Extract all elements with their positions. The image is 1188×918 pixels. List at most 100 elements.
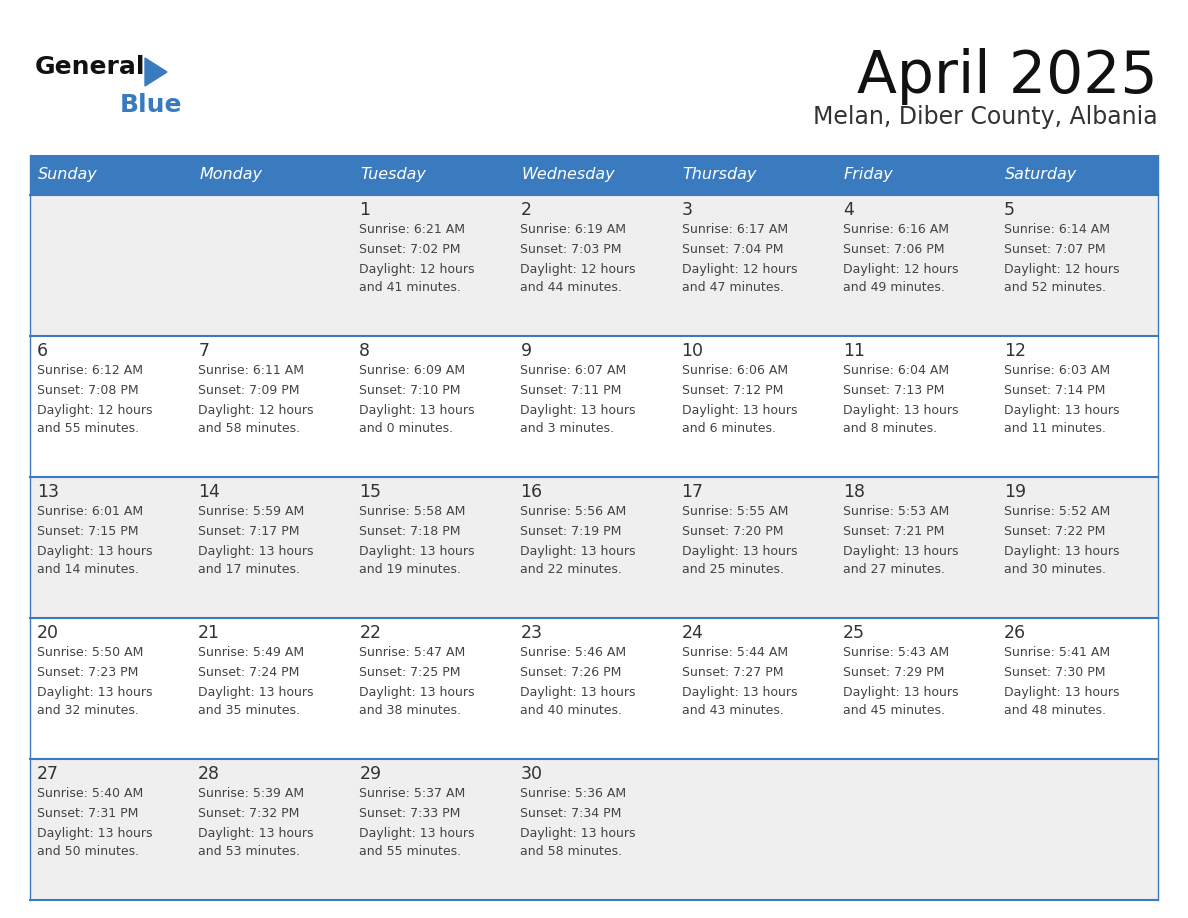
Text: Daylight: 12 hours
and 55 minutes.: Daylight: 12 hours and 55 minutes. bbox=[37, 404, 152, 435]
Text: 9: 9 bbox=[520, 342, 531, 360]
Text: Daylight: 13 hours
and 35 minutes.: Daylight: 13 hours and 35 minutes. bbox=[198, 686, 314, 717]
Text: Sunset: 7:22 PM: Sunset: 7:22 PM bbox=[1004, 525, 1105, 538]
Text: 24: 24 bbox=[682, 624, 703, 642]
Text: Daylight: 13 hours
and 0 minutes.: Daylight: 13 hours and 0 minutes. bbox=[359, 404, 475, 435]
Text: Sunset: 7:04 PM: Sunset: 7:04 PM bbox=[682, 243, 783, 256]
Text: 19: 19 bbox=[1004, 483, 1026, 501]
Text: 2: 2 bbox=[520, 201, 531, 219]
Bar bbox=[30, 477, 1158, 618]
Text: Sunset: 7:11 PM: Sunset: 7:11 PM bbox=[520, 384, 621, 397]
Text: Sunrise: 6:12 AM: Sunrise: 6:12 AM bbox=[37, 364, 143, 377]
Bar bbox=[30, 195, 1158, 336]
Text: 8: 8 bbox=[359, 342, 371, 360]
Text: 21: 21 bbox=[198, 624, 220, 642]
Text: Daylight: 13 hours
and 17 minutes.: Daylight: 13 hours and 17 minutes. bbox=[198, 545, 314, 576]
Text: Daylight: 13 hours
and 48 minutes.: Daylight: 13 hours and 48 minutes. bbox=[1004, 686, 1119, 717]
Text: Daylight: 13 hours
and 30 minutes.: Daylight: 13 hours and 30 minutes. bbox=[1004, 545, 1119, 576]
Text: Sunrise: 6:03 AM: Sunrise: 6:03 AM bbox=[1004, 364, 1110, 377]
Text: Wednesday: Wednesday bbox=[522, 167, 615, 183]
Text: Sunrise: 5:50 AM: Sunrise: 5:50 AM bbox=[37, 646, 144, 659]
Text: Sunrise: 5:52 AM: Sunrise: 5:52 AM bbox=[1004, 505, 1110, 518]
Text: Daylight: 13 hours
and 45 minutes.: Daylight: 13 hours and 45 minutes. bbox=[842, 686, 959, 717]
Text: Blue: Blue bbox=[120, 93, 183, 117]
Text: 26: 26 bbox=[1004, 624, 1026, 642]
Text: 25: 25 bbox=[842, 624, 865, 642]
Text: Daylight: 12 hours
and 47 minutes.: Daylight: 12 hours and 47 minutes. bbox=[682, 263, 797, 294]
Text: Sunset: 7:27 PM: Sunset: 7:27 PM bbox=[682, 666, 783, 679]
Text: Monday: Monday bbox=[200, 167, 263, 183]
Bar bbox=[353, 155, 513, 195]
Text: Daylight: 13 hours
and 3 minutes.: Daylight: 13 hours and 3 minutes. bbox=[520, 404, 636, 435]
Text: Sunset: 7:06 PM: Sunset: 7:06 PM bbox=[842, 243, 944, 256]
Text: Tuesday: Tuesday bbox=[360, 167, 426, 183]
Text: Sunset: 7:13 PM: Sunset: 7:13 PM bbox=[842, 384, 944, 397]
Text: Daylight: 13 hours
and 14 minutes.: Daylight: 13 hours and 14 minutes. bbox=[37, 545, 152, 576]
Text: Saturday: Saturday bbox=[1005, 167, 1078, 183]
Text: Daylight: 13 hours
and 6 minutes.: Daylight: 13 hours and 6 minutes. bbox=[682, 404, 797, 435]
Text: 7: 7 bbox=[198, 342, 209, 360]
Text: Daylight: 13 hours
and 43 minutes.: Daylight: 13 hours and 43 minutes. bbox=[682, 686, 797, 717]
Text: Sunset: 7:33 PM: Sunset: 7:33 PM bbox=[359, 807, 461, 820]
Text: 15: 15 bbox=[359, 483, 381, 501]
Text: Sunset: 7:12 PM: Sunset: 7:12 PM bbox=[682, 384, 783, 397]
Text: Daylight: 13 hours
and 50 minutes.: Daylight: 13 hours and 50 minutes. bbox=[37, 827, 152, 858]
Text: Sunrise: 6:04 AM: Sunrise: 6:04 AM bbox=[842, 364, 949, 377]
Text: 11: 11 bbox=[842, 342, 865, 360]
Text: Daylight: 12 hours
and 52 minutes.: Daylight: 12 hours and 52 minutes. bbox=[1004, 263, 1119, 294]
Bar bbox=[835, 155, 997, 195]
Text: Daylight: 13 hours
and 22 minutes.: Daylight: 13 hours and 22 minutes. bbox=[520, 545, 636, 576]
Text: Sunrise: 5:56 AM: Sunrise: 5:56 AM bbox=[520, 505, 627, 518]
Text: Sunrise: 5:55 AM: Sunrise: 5:55 AM bbox=[682, 505, 788, 518]
Text: 1: 1 bbox=[359, 201, 371, 219]
Text: Daylight: 13 hours
and 40 minutes.: Daylight: 13 hours and 40 minutes. bbox=[520, 686, 636, 717]
Text: Sunset: 7:34 PM: Sunset: 7:34 PM bbox=[520, 807, 621, 820]
Text: Sunset: 7:31 PM: Sunset: 7:31 PM bbox=[37, 807, 138, 820]
Text: 16: 16 bbox=[520, 483, 543, 501]
Text: Sunrise: 6:11 AM: Sunrise: 6:11 AM bbox=[198, 364, 304, 377]
Text: Sunrise: 6:01 AM: Sunrise: 6:01 AM bbox=[37, 505, 143, 518]
Bar bbox=[513, 155, 675, 195]
Text: Daylight: 13 hours
and 38 minutes.: Daylight: 13 hours and 38 minutes. bbox=[359, 686, 475, 717]
Text: Sunset: 7:14 PM: Sunset: 7:14 PM bbox=[1004, 384, 1105, 397]
Text: April 2025: April 2025 bbox=[858, 48, 1158, 105]
Text: Sunrise: 5:41 AM: Sunrise: 5:41 AM bbox=[1004, 646, 1110, 659]
Text: Melan, Diber County, Albania: Melan, Diber County, Albania bbox=[814, 105, 1158, 129]
Text: Daylight: 12 hours
and 58 minutes.: Daylight: 12 hours and 58 minutes. bbox=[198, 404, 314, 435]
Text: Sunrise: 5:47 AM: Sunrise: 5:47 AM bbox=[359, 646, 466, 659]
Text: Sunset: 7:08 PM: Sunset: 7:08 PM bbox=[37, 384, 139, 397]
Text: Sunset: 7:30 PM: Sunset: 7:30 PM bbox=[1004, 666, 1105, 679]
Text: Sunset: 7:15 PM: Sunset: 7:15 PM bbox=[37, 525, 139, 538]
Text: Daylight: 13 hours
and 19 minutes.: Daylight: 13 hours and 19 minutes. bbox=[359, 545, 475, 576]
Text: Daylight: 12 hours
and 44 minutes.: Daylight: 12 hours and 44 minutes. bbox=[520, 263, 636, 294]
Text: Sunrise: 6:19 AM: Sunrise: 6:19 AM bbox=[520, 223, 626, 236]
Text: Sunset: 7:23 PM: Sunset: 7:23 PM bbox=[37, 666, 138, 679]
Text: 27: 27 bbox=[37, 765, 59, 783]
Text: Thursday: Thursday bbox=[683, 167, 757, 183]
Text: Sunrise: 5:58 AM: Sunrise: 5:58 AM bbox=[359, 505, 466, 518]
Text: 6: 6 bbox=[37, 342, 49, 360]
Text: Sunrise: 6:14 AM: Sunrise: 6:14 AM bbox=[1004, 223, 1110, 236]
Polygon shape bbox=[145, 58, 168, 86]
Text: 4: 4 bbox=[842, 201, 854, 219]
Bar bbox=[997, 155, 1158, 195]
Text: Daylight: 13 hours
and 55 minutes.: Daylight: 13 hours and 55 minutes. bbox=[359, 827, 475, 858]
Text: Sunrise: 6:07 AM: Sunrise: 6:07 AM bbox=[520, 364, 627, 377]
Text: Sunrise: 5:53 AM: Sunrise: 5:53 AM bbox=[842, 505, 949, 518]
Bar bbox=[30, 759, 1158, 900]
Text: Sunrise: 6:17 AM: Sunrise: 6:17 AM bbox=[682, 223, 788, 236]
Text: 28: 28 bbox=[198, 765, 220, 783]
Text: 22: 22 bbox=[359, 624, 381, 642]
Text: Friday: Friday bbox=[843, 167, 893, 183]
Text: 18: 18 bbox=[842, 483, 865, 501]
Text: Sunrise: 5:46 AM: Sunrise: 5:46 AM bbox=[520, 646, 626, 659]
Text: Sunset: 7:09 PM: Sunset: 7:09 PM bbox=[198, 384, 299, 397]
Text: 20: 20 bbox=[37, 624, 59, 642]
Text: Sunrise: 5:49 AM: Sunrise: 5:49 AM bbox=[198, 646, 304, 659]
Text: Daylight: 13 hours
and 25 minutes.: Daylight: 13 hours and 25 minutes. bbox=[682, 545, 797, 576]
Text: Sunset: 7:17 PM: Sunset: 7:17 PM bbox=[198, 525, 299, 538]
Text: Sunrise: 5:40 AM: Sunrise: 5:40 AM bbox=[37, 787, 144, 800]
Text: 30: 30 bbox=[520, 765, 543, 783]
Text: Sunset: 7:18 PM: Sunset: 7:18 PM bbox=[359, 525, 461, 538]
Text: Sunset: 7:21 PM: Sunset: 7:21 PM bbox=[842, 525, 944, 538]
Bar bbox=[30, 618, 1158, 759]
